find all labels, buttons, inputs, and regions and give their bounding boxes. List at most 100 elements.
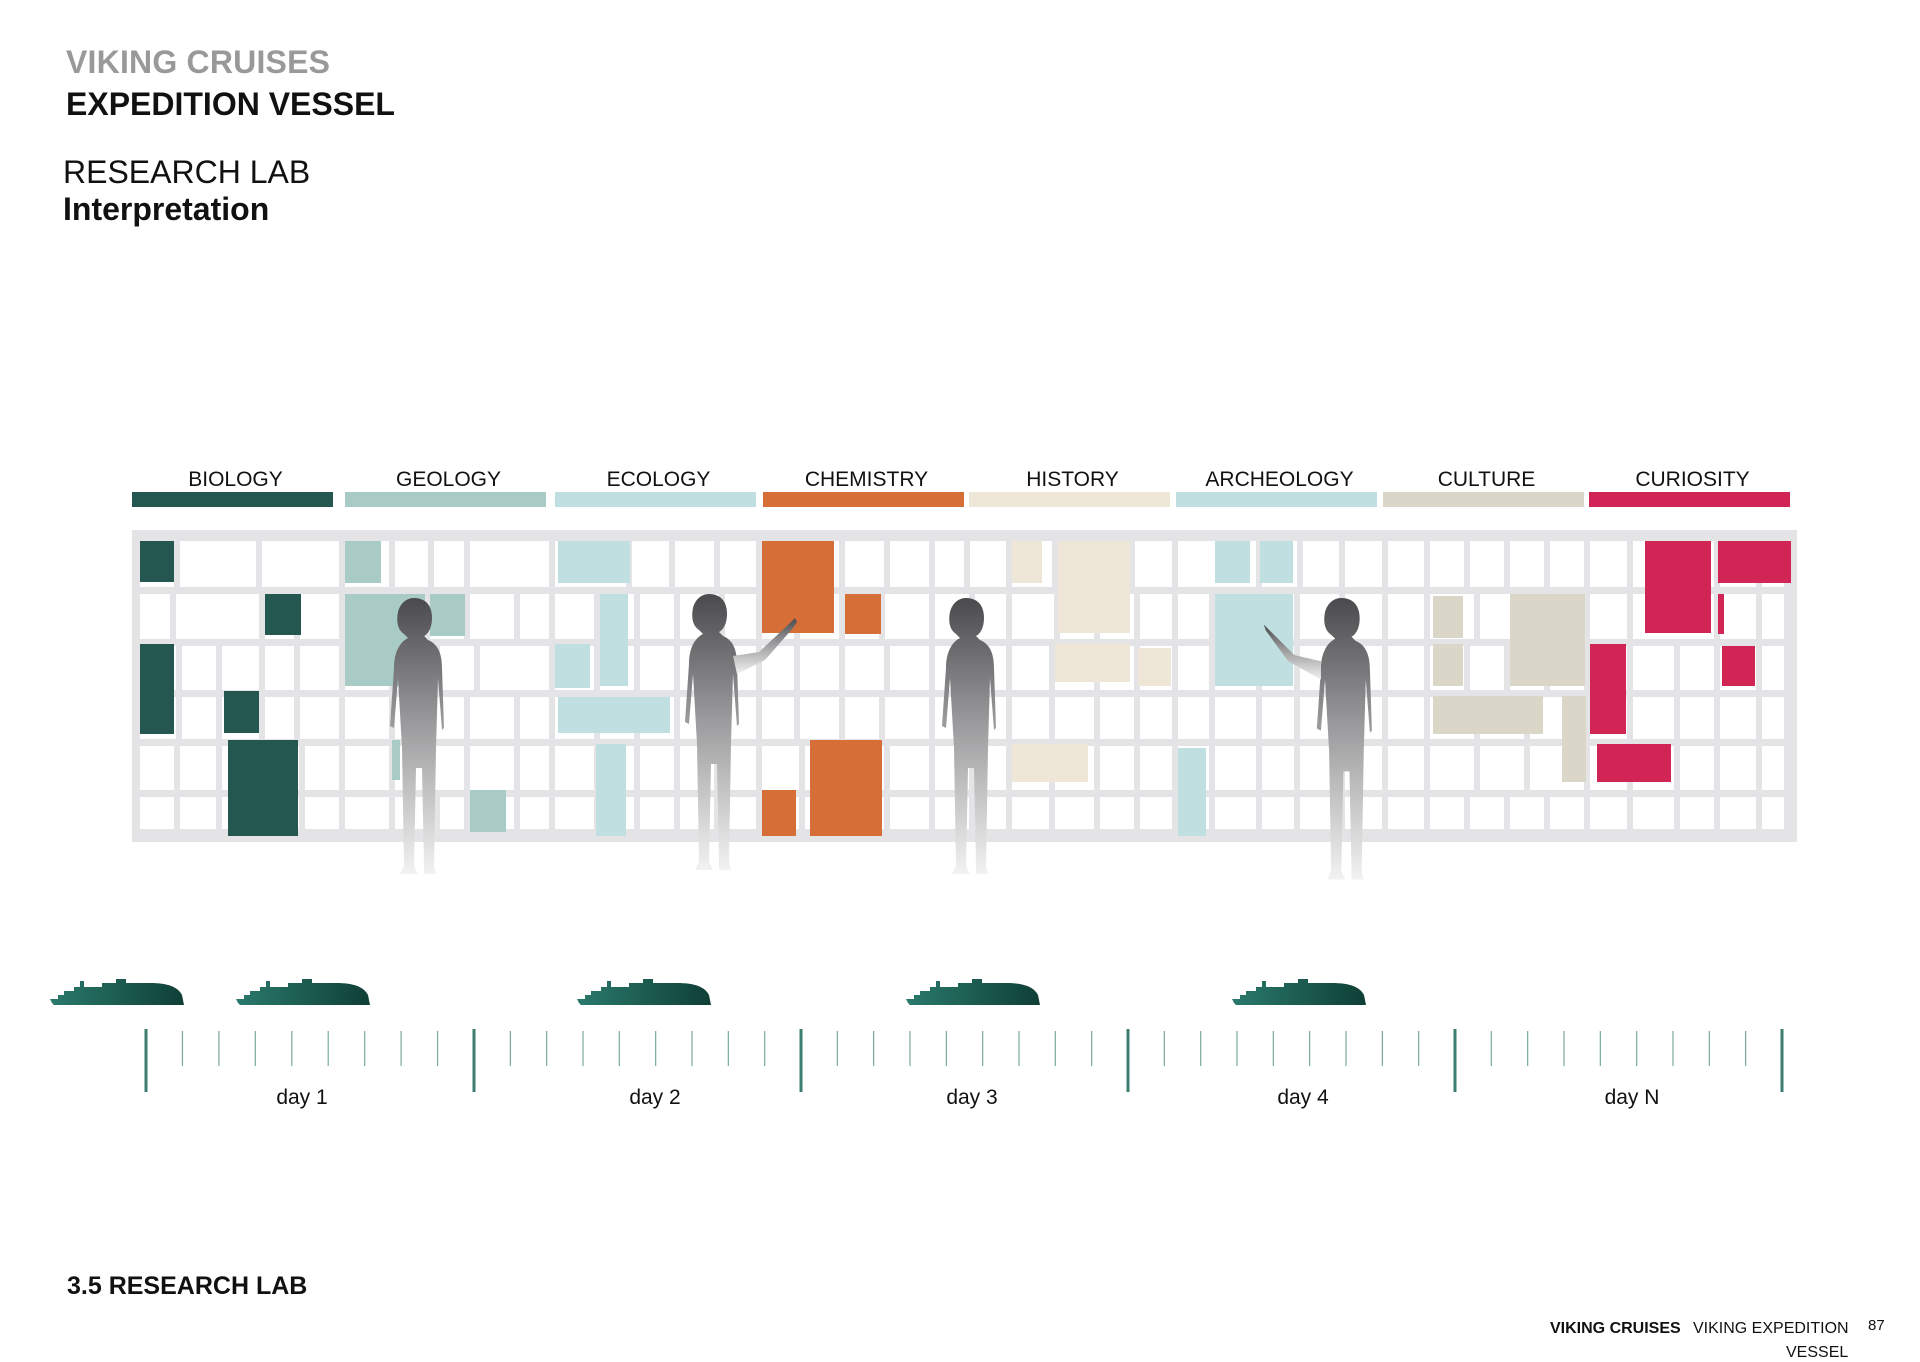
- shelf-compartment: [1762, 797, 1784, 829]
- shelf-compartment: [1680, 646, 1714, 690]
- shelf-compartment: [1680, 797, 1714, 829]
- timeline-minor-tick: [1745, 1031, 1747, 1066]
- shelf-compartment: [1720, 746, 1756, 790]
- shelf-compartment: [1178, 594, 1209, 639]
- timeline-minor-tick: [1200, 1031, 1202, 1066]
- ship-icon: [50, 979, 184, 1005]
- category-culture: CULTURE: [1383, 468, 1584, 507]
- shelf-compartment: [300, 697, 339, 739]
- shelf-compartment: [440, 646, 474, 690]
- display-box-ecology: [596, 744, 626, 836]
- shelf-compartment: [890, 746, 929, 790]
- display-box-geology: [430, 594, 465, 636]
- timeline-day-label: day 1: [276, 1086, 327, 1109]
- shelf-compartment: [222, 646, 259, 690]
- timeline-major-tick: [1126, 1029, 1130, 1092]
- shelf-compartment: [1680, 697, 1714, 739]
- display-box-biology: [265, 594, 301, 635]
- timeline-minor-tick: [727, 1031, 729, 1066]
- ship-icon: [906, 979, 1040, 1005]
- shelf-compartment: [520, 594, 549, 639]
- shelf-compartment: [265, 697, 294, 739]
- display-box-geology: [345, 541, 381, 583]
- display-box-curiosity: [1718, 541, 1791, 583]
- shelf-compartment: [890, 541, 929, 587]
- category-label: ARCHEOLOGY: [1205, 468, 1353, 491]
- shelf-compartment: [800, 697, 839, 739]
- shelf-compartment: [1100, 746, 1134, 790]
- display-box-history: [1012, 744, 1088, 782]
- shelf-compartment: [1388, 697, 1424, 739]
- shelf-compartment: [1470, 797, 1504, 829]
- category-color-bar: [1589, 492, 1790, 507]
- display-box-curiosity: [1645, 541, 1711, 633]
- display-box-biology: [224, 691, 259, 733]
- shelf-compartment: [845, 646, 884, 690]
- category-color-bar: [132, 492, 333, 507]
- display-box-history: [1138, 648, 1171, 686]
- shelf-compartment: [640, 746, 674, 790]
- shelf-compartment: [800, 646, 839, 690]
- shelf-compartment: [1012, 797, 1049, 829]
- timeline-minor-tick: [909, 1031, 911, 1066]
- shelf-compartment: [1388, 746, 1424, 790]
- display-box-chemistry: [810, 740, 882, 836]
- display-box-archeology: [1215, 541, 1250, 583]
- shelf-compartment: [1470, 646, 1504, 690]
- footer-vessel-line2: VESSEL: [1786, 1344, 1849, 1361]
- person-silhouette-icon: [1263, 598, 1372, 880]
- shelf-compartment: [1140, 697, 1172, 739]
- shelf-compartment: [1720, 594, 1756, 639]
- shelf-compartment: [845, 697, 879, 739]
- timeline-minor-tick: [509, 1031, 511, 1066]
- category-label: GEOLOGY: [396, 468, 501, 491]
- shelf-compartment: [845, 541, 884, 587]
- timeline-minor-tick: [218, 1031, 220, 1066]
- shelf-compartment: [182, 646, 216, 690]
- display-box-ecology: [558, 697, 670, 733]
- timeline-minor-tick: [982, 1031, 984, 1066]
- display-box-ecology: [555, 644, 590, 688]
- shelf-compartment: [1590, 541, 1627, 587]
- timeline-minor-tick: [1018, 1031, 1020, 1066]
- timeline-minor-tick: [1236, 1031, 1238, 1066]
- shelf-compartment: [520, 746, 549, 790]
- timeline-minor-tick: [1490, 1031, 1492, 1066]
- display-box-culture: [1510, 594, 1585, 686]
- shelf-compartment: [470, 746, 514, 790]
- shelf-compartment: [140, 797, 174, 829]
- shelf-compartment: [725, 594, 756, 639]
- category-curiosity: CURIOSITY: [1589, 468, 1790, 507]
- timeline-major-tick: [799, 1029, 803, 1092]
- shelf-compartment: [1140, 746, 1172, 790]
- shelf-compartment: [1590, 594, 1627, 639]
- timeline-minor-tick: [1091, 1031, 1093, 1066]
- display-box-history: [1012, 541, 1042, 583]
- shelf-compartment: [1590, 797, 1627, 829]
- timeline-major-tick: [144, 1029, 148, 1092]
- timeline-day-label: day N: [1605, 1086, 1660, 1109]
- shelf-compartment: [1633, 797, 1674, 829]
- shelf-compartment: [970, 541, 1006, 587]
- display-box-curiosity: [1597, 744, 1671, 782]
- shelf-compartment: [640, 797, 674, 829]
- shelf-compartment: [1303, 541, 1339, 587]
- shelf-compartment: [345, 797, 389, 829]
- section-number: 3.5 RESEARCH LAB: [67, 1272, 308, 1300]
- shelf-compartment: [1215, 697, 1256, 739]
- shelf-compartment: [1762, 746, 1784, 790]
- timeline-minor-tick: [364, 1031, 366, 1066]
- display-box-history: [1058, 541, 1130, 633]
- shelf-compartment: [1510, 541, 1544, 587]
- shelf-compartment: [555, 797, 594, 829]
- shelf-compartment: [176, 594, 259, 639]
- shelf-compartment: [1215, 746, 1256, 790]
- shelf-compartment: [1762, 594, 1784, 639]
- timeline-minor-tick: [1563, 1031, 1565, 1066]
- category-geology: GEOLOGY: [345, 468, 546, 507]
- timeline-minor-tick: [291, 1031, 293, 1066]
- category-label: HISTORY: [1026, 468, 1119, 491]
- display-box-culture: [1433, 644, 1463, 686]
- shelf-compartment: [1012, 646, 1049, 690]
- shelf-compartment: [262, 541, 339, 587]
